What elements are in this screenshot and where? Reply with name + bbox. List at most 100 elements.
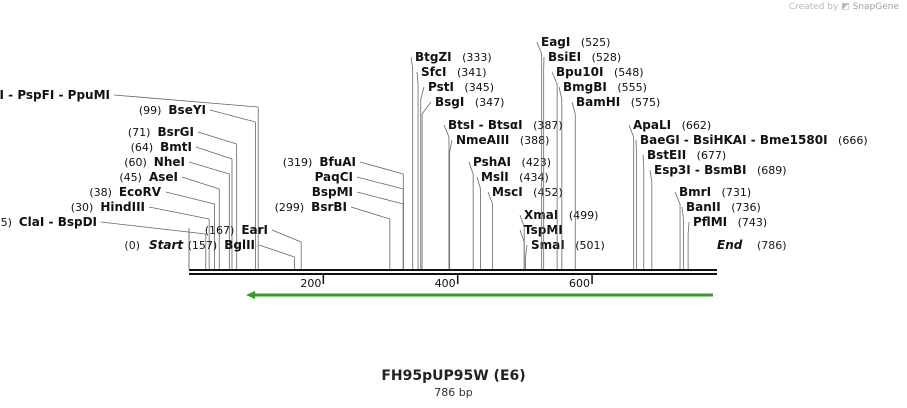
enzyme-label: Bpu10I (548) bbox=[556, 65, 644, 79]
site-connector bbox=[536, 41, 543, 55]
site-connector bbox=[476, 176, 481, 190]
plasmid-length: 786 bp bbox=[434, 386, 473, 399]
site-position: (677) bbox=[686, 149, 726, 162]
enzyme-site: SmaI (501) bbox=[525, 238, 605, 269]
enzyme-name: HindIII bbox=[100, 200, 145, 214]
start-label: Start bbox=[149, 238, 184, 252]
enzyme-site: BaeGI - BsiHKAI - Bme1580I (666) bbox=[635, 133, 868, 269]
enzyme-name: NheI bbox=[154, 155, 185, 169]
enzyme-site: (167) EarI bbox=[205, 223, 302, 269]
enzyme-label: BtgZI (333) bbox=[415, 50, 492, 64]
enzyme-site: PshAI (423) bbox=[468, 155, 551, 269]
site-position: (30) bbox=[71, 201, 101, 214]
site-connector bbox=[209, 109, 256, 123]
enzyme-site: BanII (736) bbox=[681, 200, 761, 269]
credit-prefix: Created by bbox=[788, 2, 839, 12]
end-label: End bbox=[717, 238, 743, 252]
enzyme-name: BaeGI bbox=[640, 133, 680, 147]
enzyme-name: PpuMI bbox=[68, 88, 110, 102]
enzyme-label: BspMI bbox=[312, 185, 353, 199]
enzyme-name: NmeAIII bbox=[456, 133, 509, 147]
name-separator: - bbox=[44, 215, 57, 229]
site-connector bbox=[356, 191, 404, 205]
enzyme-name: BmrI bbox=[679, 185, 711, 199]
name-separator: - bbox=[747, 133, 760, 147]
enzyme-label: (157) BglII bbox=[188, 238, 255, 252]
enzyme-site: ApaLI (662) bbox=[628, 118, 711, 269]
site-connector bbox=[350, 206, 390, 220]
site-position: (528) bbox=[581, 51, 621, 64]
enzyme-site: XmaI (499) bbox=[519, 208, 598, 269]
site-position: (499) bbox=[558, 209, 598, 222]
site-position: (423) bbox=[511, 156, 551, 169]
enzyme-name: BspDI bbox=[58, 215, 97, 229]
site-position: (38) bbox=[89, 186, 119, 199]
enzyme-name: BanII bbox=[686, 200, 721, 214]
enzyme-site: (99) BseYI bbox=[139, 103, 256, 269]
site-connector bbox=[681, 206, 684, 220]
enzyme-label: PaqCI bbox=[315, 170, 353, 184]
site-connector bbox=[258, 244, 295, 258]
name-separator: - bbox=[680, 133, 693, 147]
enzyme-label: BmgBI (555) bbox=[563, 80, 647, 94]
site-position: (689) bbox=[747, 164, 787, 177]
enzyme-site: BmrI (731) bbox=[674, 185, 751, 269]
site-connector bbox=[188, 161, 230, 175]
enzyme-label: NmeAIII (388) bbox=[456, 133, 549, 147]
enzyme-label: MscI (452) bbox=[492, 185, 563, 199]
snapgene-logo-icon: ◩ bbox=[841, 2, 850, 12]
enzyme-label: (299) BsrBI bbox=[275, 200, 347, 214]
site-connector bbox=[628, 124, 635, 138]
site-connector bbox=[468, 161, 474, 175]
site-position: (71) bbox=[128, 126, 158, 139]
site-position: (555) bbox=[607, 81, 647, 94]
enzyme-label: PflMI (743) bbox=[693, 215, 767, 229]
enzyme-label: BamHI (575) bbox=[576, 95, 660, 109]
enzyme-label: BstEII (677) bbox=[647, 148, 726, 162]
enzyme-name: PspFI bbox=[17, 88, 54, 102]
credit-brand: SnapGene bbox=[852, 2, 899, 12]
enzyme-site: PflMI (743) bbox=[687, 215, 767, 269]
site-position: (575) bbox=[620, 96, 660, 109]
site-connector bbox=[551, 71, 558, 85]
ruler-tick-label: 600 bbox=[569, 277, 590, 290]
site-position: (731) bbox=[711, 186, 751, 199]
enzyme-site: BsiEI (528) bbox=[543, 50, 621, 269]
site-connector bbox=[165, 191, 215, 205]
site-position: (387) bbox=[523, 119, 563, 132]
site-position: (333) bbox=[452, 51, 492, 64]
enzyme-site: SfcI (341) bbox=[416, 65, 487, 269]
enzyme-label: BaeGI - BsiHKAI - Bme1580I (666) bbox=[640, 133, 868, 147]
site-position: (319) bbox=[283, 156, 320, 169]
enzyme-name: SmaI bbox=[531, 238, 565, 252]
enzyme-name: BtsI bbox=[448, 118, 475, 132]
enzyme-label: (103) KflI - PspFI - PpuMI bbox=[0, 88, 110, 102]
site-connector bbox=[356, 176, 404, 190]
site-connector bbox=[525, 244, 528, 258]
enzyme-name: MslI bbox=[481, 170, 509, 184]
enzyme-label: XmaI (499) bbox=[524, 208, 598, 222]
site-connector bbox=[410, 56, 414, 70]
site-position: (345) bbox=[454, 81, 494, 94]
enzyme-site: (60) NheI bbox=[124, 155, 230, 269]
site-connector bbox=[558, 86, 563, 100]
enzyme-label: (25) ClaI - BspDI bbox=[0, 215, 97, 229]
enzyme-label: (71) BsrGI bbox=[128, 125, 194, 139]
site-connector bbox=[416, 71, 419, 85]
enzyme-site: (299) BsrBI bbox=[275, 200, 391, 269]
enzyme-name: BsiHKAI bbox=[693, 133, 747, 147]
enzyme-label: BanII (736) bbox=[686, 200, 761, 214]
site-position: (45) bbox=[119, 171, 149, 184]
enzyme-site: MscI (452) bbox=[487, 185, 563, 269]
enzyme-name: BspMI bbox=[312, 185, 353, 199]
site-connector bbox=[487, 191, 494, 205]
enzyme-label: ApaLI (662) bbox=[633, 118, 711, 132]
enzyme-name: SfcI bbox=[421, 65, 446, 79]
start-position: (0) bbox=[124, 239, 140, 252]
enzyme-label: (99) BseYI bbox=[139, 103, 206, 117]
enzyme-name: Bme1580I bbox=[760, 133, 828, 147]
enzyme-label: BtsI - BtsαI (387) bbox=[448, 118, 563, 132]
enzyme-name: BamHI bbox=[576, 95, 620, 109]
site-connector bbox=[421, 101, 432, 115]
enzyme-name: XmaI bbox=[524, 208, 558, 222]
